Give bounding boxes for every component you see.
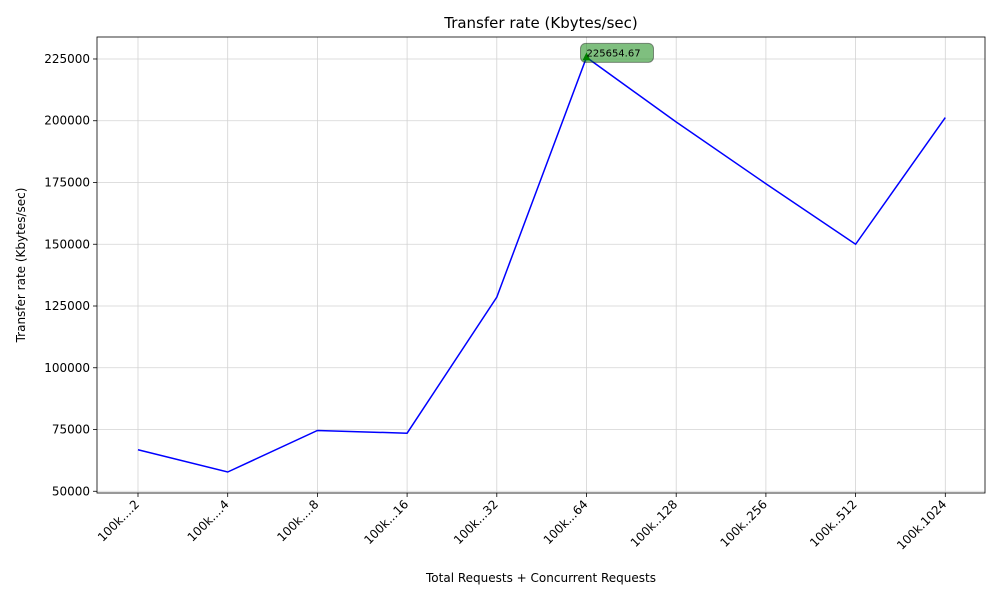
y-axis-ticks: 50000 75000 100000 125000 150000 175000 200000… [44,52,97,498]
series-line [137,56,946,473]
annotation-box [580,42,654,63]
y-tick-label: 225000 [44,52,90,66]
x-axis-label: Total Requests + Concurrent Requests [425,571,656,585]
y-tick-label: 75000 [52,423,90,437]
y-tick-label: 125000 [44,299,90,313]
plot-frame [96,36,986,494]
y-tick-label: 200000 [44,114,90,128]
y-tick-label: 150000 [44,237,90,251]
chart-title: Transfer rate (Kbytes/sec) [443,14,638,32]
y-tick-label: 50000 [52,484,90,498]
y-tick-label: 175000 [44,175,90,189]
peak-annotation: 225654.67 [580,42,654,63]
annotation-label: 225654.67 [587,48,641,59]
y-axis-label: Transfer rate (Kbytes/sec) [14,188,28,344]
grid-lines [97,37,985,493]
y-tick-label: 100000 [44,361,90,375]
annotation-marker [582,52,591,61]
